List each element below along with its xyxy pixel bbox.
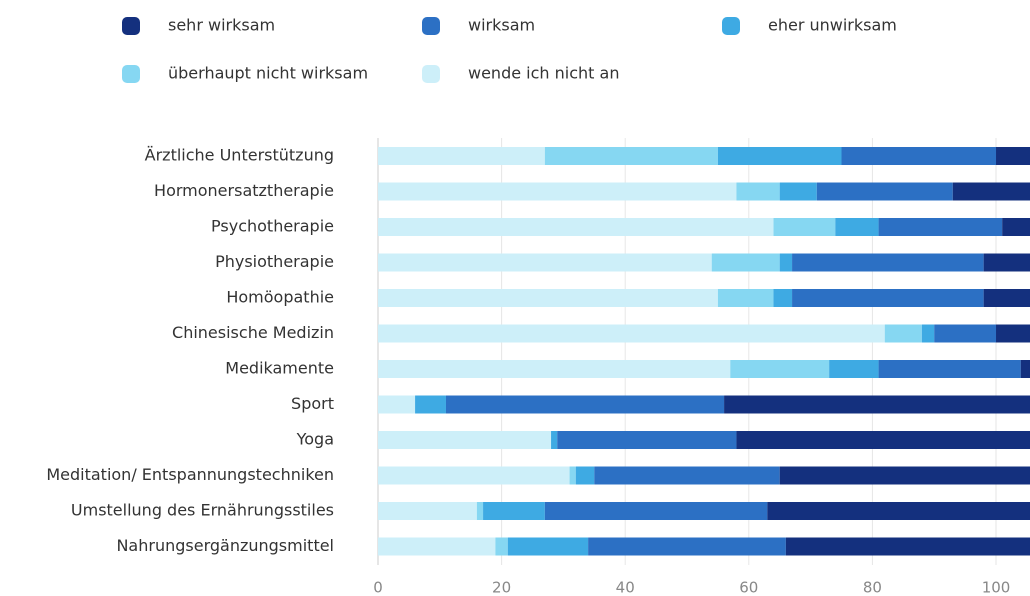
bar-segment	[983, 253, 1030, 272]
bar-segment	[378, 182, 737, 201]
y-tick-label: Chinesische Medizin	[172, 323, 334, 342]
y-tick-label: Yoga	[296, 430, 334, 449]
legend-swatch	[122, 17, 140, 35]
bar-segment	[730, 360, 830, 378]
bar-segment	[483, 502, 545, 520]
y-tick-label: Ärztliche Unterstützung	[145, 146, 334, 165]
bar-segment	[378, 395, 416, 414]
bar-segment	[792, 253, 984, 272]
bar-segment	[378, 324, 885, 343]
bar-segment	[841, 147, 997, 165]
bar-segment	[878, 218, 1003, 236]
y-tick-label: Psychotherapie	[211, 217, 334, 236]
bar-segment	[415, 395, 446, 414]
bar-segment	[736, 431, 1030, 449]
legend-swatch	[122, 65, 140, 83]
bar-segment	[878, 360, 1021, 378]
bar-segment	[773, 289, 793, 307]
bar-segment	[594, 466, 780, 485]
bar-segment	[476, 502, 484, 520]
x-tick-label: 100	[982, 579, 1011, 596]
bar-segment	[779, 182, 817, 201]
bar-segment	[816, 182, 953, 201]
bar-segment	[378, 147, 545, 165]
x-tick-label: 40	[616, 579, 635, 596]
bar-segment	[378, 253, 712, 272]
bar-segment	[378, 218, 774, 236]
bar-segment	[588, 537, 786, 556]
bar-segment	[792, 289, 984, 307]
x-tick-label: 0	[373, 579, 383, 596]
bar-segment	[378, 360, 731, 378]
legend-swatch	[722, 17, 740, 35]
bar-segment	[495, 537, 508, 556]
bar-segment	[983, 289, 1030, 307]
y-tick-label: Nahrungsergänzungsmittel	[116, 536, 334, 555]
bar-segment	[952, 182, 1030, 201]
bar-segment	[996, 147, 1030, 165]
legend-label: sehr wirksam	[168, 16, 275, 35]
bar-segment	[378, 431, 552, 449]
legend-swatch	[422, 65, 440, 83]
y-tick-label: Medikamente	[225, 359, 334, 378]
bar-segment	[1020, 360, 1030, 378]
bar-segment	[785, 537, 1030, 556]
y-tick-label: Umstellung des Ernährungsstiles	[71, 501, 334, 520]
legend-label: eher unwirksam	[768, 16, 897, 35]
bar-segment	[378, 502, 477, 520]
bar-segment	[717, 289, 774, 307]
bar-segment	[736, 182, 780, 201]
y-tick-label: Homöopathie	[226, 288, 334, 307]
y-tick-label: Meditation/ Entspannungstechniken	[46, 465, 334, 484]
y-tick-label: Physiotherapie	[215, 252, 334, 271]
x-tick-label: 20	[492, 579, 511, 596]
bar-segment	[378, 466, 570, 485]
legend-swatch	[422, 17, 440, 35]
bar-segment	[779, 253, 793, 272]
bar-segment	[378, 537, 496, 556]
bar-segment	[507, 537, 589, 556]
bar-segment	[575, 466, 595, 485]
bar-segment	[934, 324, 997, 343]
y-tick-label: Hormonersatztherapie	[154, 181, 334, 200]
bar-segment	[569, 466, 576, 485]
legend-label: wirksam	[468, 16, 535, 35]
bar-segment	[557, 431, 737, 449]
bar-segment	[445, 395, 725, 414]
bar-segment	[773, 218, 836, 236]
bar-segment	[921, 324, 935, 343]
bar-segment	[829, 360, 879, 378]
bar-segment	[767, 502, 1030, 520]
x-tick-label: 80	[863, 579, 882, 596]
bar-segment	[1002, 218, 1030, 236]
bar-segment	[996, 324, 1030, 343]
y-tick-label: Sport	[291, 394, 334, 413]
bar-segment	[717, 147, 842, 165]
legend-label: überhaupt nicht wirksam	[168, 64, 368, 83]
bar-segment	[544, 147, 718, 165]
bar-segment	[835, 218, 879, 236]
bar-segment	[378, 289, 718, 307]
bar-segment	[884, 324, 922, 343]
bar-segment	[711, 253, 780, 272]
bar-segment	[551, 431, 558, 449]
bar-segment	[724, 395, 1030, 414]
legend-label: wende ich nicht an	[468, 64, 619, 83]
bar-segment	[544, 502, 768, 520]
bar-segment	[779, 466, 1030, 485]
x-tick-label: 60	[739, 579, 758, 596]
